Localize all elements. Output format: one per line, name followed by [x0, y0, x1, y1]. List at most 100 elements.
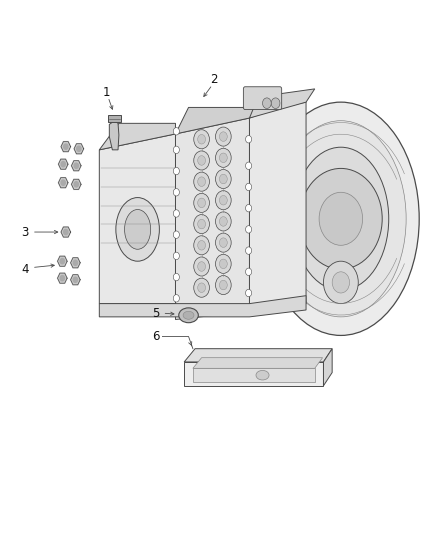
Polygon shape — [99, 134, 176, 304]
Text: 3: 3 — [21, 225, 29, 239]
Circle shape — [77, 146, 81, 151]
Circle shape — [173, 273, 180, 281]
Circle shape — [173, 189, 180, 196]
Circle shape — [246, 225, 252, 233]
Circle shape — [215, 127, 231, 146]
Circle shape — [198, 219, 205, 229]
Circle shape — [73, 260, 78, 265]
Polygon shape — [250, 89, 315, 118]
Circle shape — [271, 98, 280, 109]
Circle shape — [194, 130, 209, 149]
Circle shape — [173, 146, 180, 154]
Polygon shape — [250, 102, 306, 312]
Polygon shape — [110, 120, 119, 150]
Circle shape — [215, 276, 231, 295]
Polygon shape — [57, 273, 67, 283]
Circle shape — [246, 289, 252, 297]
Circle shape — [198, 240, 205, 250]
Circle shape — [194, 172, 209, 191]
Ellipse shape — [124, 209, 151, 249]
Circle shape — [173, 295, 180, 302]
Text: 1: 1 — [103, 86, 110, 99]
Circle shape — [61, 180, 65, 185]
Circle shape — [219, 259, 227, 269]
Circle shape — [60, 259, 64, 264]
Circle shape — [219, 196, 227, 205]
Circle shape — [194, 215, 209, 233]
Circle shape — [246, 205, 252, 212]
Circle shape — [61, 161, 65, 167]
Polygon shape — [99, 296, 306, 317]
Polygon shape — [57, 256, 67, 266]
Circle shape — [215, 191, 231, 210]
FancyBboxPatch shape — [244, 87, 282, 110]
Ellipse shape — [293, 147, 389, 290]
Circle shape — [198, 198, 205, 208]
Circle shape — [219, 174, 227, 184]
Circle shape — [194, 236, 209, 255]
Circle shape — [173, 210, 180, 217]
Circle shape — [219, 238, 227, 247]
Circle shape — [215, 212, 231, 231]
Circle shape — [215, 148, 231, 167]
Circle shape — [246, 162, 252, 169]
Circle shape — [246, 183, 252, 191]
Circle shape — [319, 192, 363, 245]
Circle shape — [219, 280, 227, 290]
Circle shape — [74, 182, 78, 187]
Circle shape — [173, 231, 180, 238]
Polygon shape — [58, 177, 68, 188]
Circle shape — [194, 151, 209, 170]
Polygon shape — [323, 349, 332, 386]
Circle shape — [215, 233, 231, 252]
Polygon shape — [108, 115, 121, 122]
Circle shape — [173, 252, 180, 260]
Circle shape — [246, 135, 252, 143]
Polygon shape — [184, 362, 323, 386]
Text: 6: 6 — [152, 330, 159, 343]
Circle shape — [246, 247, 252, 254]
Circle shape — [246, 268, 252, 276]
Circle shape — [198, 156, 205, 165]
Circle shape — [64, 144, 68, 149]
Circle shape — [194, 193, 209, 213]
Circle shape — [219, 153, 227, 163]
Polygon shape — [99, 123, 176, 150]
Ellipse shape — [183, 311, 194, 319]
Circle shape — [194, 257, 209, 276]
Circle shape — [173, 167, 180, 175]
Circle shape — [215, 169, 231, 189]
Ellipse shape — [256, 370, 269, 380]
Ellipse shape — [116, 198, 159, 261]
Polygon shape — [176, 118, 250, 319]
Circle shape — [198, 283, 205, 293]
Circle shape — [262, 98, 271, 109]
Circle shape — [332, 272, 350, 293]
Circle shape — [173, 127, 180, 135]
Circle shape — [198, 262, 205, 271]
Text: 5: 5 — [152, 306, 159, 320]
Circle shape — [73, 277, 78, 282]
Circle shape — [219, 132, 227, 141]
Polygon shape — [176, 108, 258, 134]
Ellipse shape — [262, 102, 419, 335]
Polygon shape — [71, 258, 80, 268]
Circle shape — [194, 278, 209, 297]
Polygon shape — [71, 161, 81, 171]
Circle shape — [198, 177, 205, 187]
Circle shape — [219, 216, 227, 226]
Polygon shape — [61, 142, 71, 152]
Polygon shape — [74, 144, 84, 154]
Text: 2: 2 — [210, 74, 218, 86]
Circle shape — [198, 134, 205, 144]
Polygon shape — [71, 179, 81, 189]
Circle shape — [74, 163, 78, 168]
Circle shape — [215, 254, 231, 273]
Circle shape — [64, 229, 68, 235]
Circle shape — [60, 276, 64, 281]
Polygon shape — [58, 159, 68, 169]
Circle shape — [300, 168, 382, 269]
Ellipse shape — [276, 120, 406, 317]
Polygon shape — [184, 349, 332, 362]
Polygon shape — [193, 358, 322, 368]
